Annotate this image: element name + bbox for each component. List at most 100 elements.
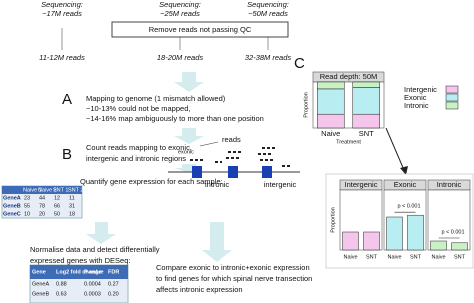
x-tick-label: Naive xyxy=(343,254,357,260)
significance-label: p < 0.001 xyxy=(441,229,464,235)
facet-frame xyxy=(427,189,471,251)
bar xyxy=(363,231,380,251)
gene-label: reads xyxy=(222,135,241,144)
count-table-cell: 78 xyxy=(39,203,45,209)
bar xyxy=(342,231,359,251)
x-tick-label: SNT xyxy=(454,254,466,260)
count-table-cell: 55 xyxy=(24,203,30,209)
deseq-table-cell: GeneA xyxy=(32,281,49,287)
sequencing-reads: ~17M reads xyxy=(42,9,82,18)
legend-label: Intergenic xyxy=(404,85,437,94)
facet-title: Intergenic xyxy=(345,180,378,189)
significance-label: p < 0.001 xyxy=(397,204,420,210)
count-table-cell: GeneA xyxy=(3,195,21,201)
panel-letter: C xyxy=(294,55,305,72)
zoom-arrow xyxy=(385,127,405,171)
sequencing-label: Sequencing: xyxy=(41,0,83,9)
stacked-bar xyxy=(352,87,380,115)
step-b-text: Count reads mapping to exonic, xyxy=(86,143,192,152)
gene-label: exonic xyxy=(178,149,194,155)
after-qc-reads: 32-38M reads xyxy=(245,53,292,62)
sequencing-label: Sequencing: xyxy=(159,0,201,9)
deseq-table-cell: 0.63 xyxy=(56,291,67,297)
after-qc-reads: 11-12M reads xyxy=(39,53,85,62)
legend-swatch xyxy=(445,85,459,94)
deseq-table-header xyxy=(30,265,128,279)
deseq-table-cell: 0.27 xyxy=(108,281,119,287)
count-table-cell: 50 xyxy=(54,211,60,217)
count-table-header-cell: SNT 1 xyxy=(53,187,69,193)
zoom-arrowhead xyxy=(400,166,408,175)
quantify-text: Quantify gene expression for each sample… xyxy=(80,177,223,186)
count-table-cell: 11 xyxy=(69,195,75,201)
count-table-header xyxy=(2,186,82,194)
step-b-text: intergenic and intronic regions xyxy=(86,154,186,163)
stacked-bar xyxy=(352,81,380,88)
facet-title: Exonic xyxy=(394,180,417,189)
normalise-text: Normalise data and detect differentially xyxy=(30,245,160,254)
count-table-cell: GeneB xyxy=(3,203,21,209)
x-tick-label: SNT xyxy=(410,254,422,260)
count-table-header-cell: Naive 2 xyxy=(38,187,57,193)
x-tick-label: Naive xyxy=(321,129,340,138)
gene-label: intergenic xyxy=(264,180,297,189)
deseq-table-cell: GeneB xyxy=(32,291,49,297)
step-letter: B xyxy=(62,146,72,163)
panel-c-title: Read depth: 50M xyxy=(320,72,378,81)
deseq-table-header-cell: Log2 fold change xyxy=(56,269,102,275)
bar xyxy=(430,240,447,251)
count-table-cell: 31 xyxy=(69,203,75,209)
legend-swatch xyxy=(445,101,459,110)
compare-text: to find genes for which spinal nerve tra… xyxy=(156,274,312,283)
after-qc-reads: 18-20M reads xyxy=(157,53,204,62)
normalise-text: expressed genes with DESeq: xyxy=(30,256,130,265)
count-table-cell: 44 xyxy=(39,195,45,201)
bar xyxy=(407,214,424,251)
deseq-table-cell: 0.0003 xyxy=(84,291,101,297)
x-tick-label: SNT xyxy=(359,129,374,138)
stacked-bar xyxy=(317,81,345,90)
x-tick-label: Naive xyxy=(431,254,445,260)
count-table-cell: 66 xyxy=(54,203,60,209)
qc-text: Remove reads not passing QC xyxy=(149,25,252,34)
gene-label: intronic xyxy=(205,180,229,189)
sequencing-label: Sequencing: xyxy=(247,0,289,9)
deseq-table-header-cell: P-value xyxy=(84,269,104,275)
x-tick-label: Naive xyxy=(387,254,401,260)
deseq-table-cell: 0.20 xyxy=(108,291,119,297)
sequencing-reads: ~25M reads xyxy=(160,9,200,18)
count-table-header-cell: Naive 1 xyxy=(23,187,42,193)
count-table-header-cell: SNT 2 xyxy=(68,187,84,193)
gene-model xyxy=(168,141,300,178)
stacked-bar xyxy=(317,88,345,115)
facet-title: Intronic xyxy=(437,180,462,189)
step-a-text: ~14-16% map ambiguously to more than one… xyxy=(86,114,264,123)
count-table-cell: 10 xyxy=(24,211,30,217)
flow-arrows xyxy=(86,72,232,262)
deseq-table-cell: 0.88 xyxy=(56,281,67,287)
count-table-cell: 20 xyxy=(39,211,45,217)
count-table-cell: 23 xyxy=(24,195,30,201)
bar xyxy=(451,242,468,251)
stacked-bar xyxy=(352,113,380,129)
deseq-table-cell: 0.0004 xyxy=(84,281,101,287)
compare-text: Compare exonic to intronic+exonic expres… xyxy=(156,263,310,272)
count-table-cell: GeneC xyxy=(3,211,21,217)
deseq-table-header-cell: Gene xyxy=(32,269,46,275)
step-a-text: ~10-13% could not be mapped, xyxy=(86,104,190,113)
count-table-cell: 18 xyxy=(69,211,75,217)
qc-box xyxy=(111,21,289,38)
x-tick-label: SNT xyxy=(366,254,378,260)
count-table-cell: 12 xyxy=(54,195,60,201)
compare-text: affects intronic expression xyxy=(156,285,243,294)
x-axis-label: Treatment xyxy=(336,139,361,145)
bar xyxy=(386,216,403,251)
deseq-table-header-cell: FDR xyxy=(108,269,119,275)
legend-label: Exonic xyxy=(404,93,427,102)
stacked-bar xyxy=(317,113,345,129)
step-a-text: Mapping to genome (1 mismatch allowed) xyxy=(86,94,226,103)
step-letter: A xyxy=(62,91,72,108)
sequencing-reads: ~50M reads xyxy=(248,9,288,18)
y-axis-label: Proportion xyxy=(303,92,309,117)
